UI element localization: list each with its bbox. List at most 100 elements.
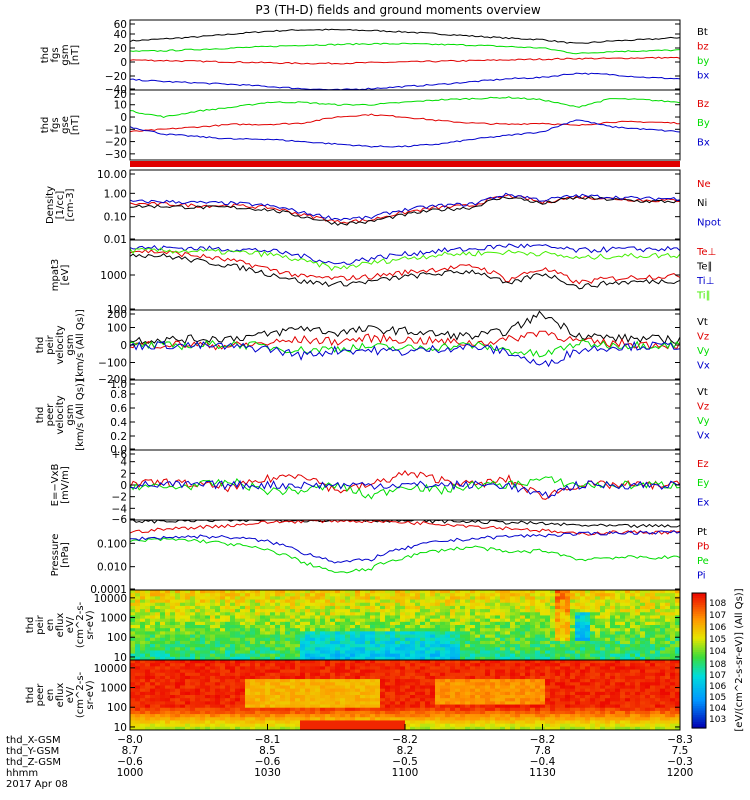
heatmap-cell [325, 631, 331, 636]
heatmap-cell [470, 615, 476, 620]
heatmap-cell [250, 691, 256, 696]
heatmap-cell [560, 609, 566, 613]
heatmap-cell [400, 698, 406, 702]
heatmap-cell [530, 656, 536, 661]
heatmap-cell [415, 726, 421, 731]
heatmap-cell [185, 682, 191, 686]
heatmap-cell [250, 714, 256, 718]
heatmap-cell [385, 669, 391, 674]
heatmap-cell [415, 605, 421, 610]
heatmap-cell [440, 685, 446, 690]
heatmap-cell [545, 666, 551, 671]
heatmap-cell [360, 647, 366, 651]
heatmap-cell [570, 621, 576, 626]
heatmap-cell [255, 602, 261, 607]
heatmap-cell [300, 590, 306, 594]
heatmap-cell [360, 634, 366, 639]
heatmap-cell [285, 663, 291, 667]
heatmap-cell [360, 688, 366, 693]
heatmap-cell [450, 663, 456, 667]
heatmap-cell [510, 695, 516, 699]
heatmap-cell [565, 628, 571, 632]
heatmap-cell [150, 685, 156, 690]
heatmap-cell [440, 663, 446, 667]
heatmap-cell [640, 710, 646, 715]
heatmap-cell [570, 618, 576, 623]
heatmap-cell [275, 612, 281, 616]
heatmap-cell [655, 656, 661, 661]
heatmap-cell [235, 707, 241, 712]
heatmap-cell [280, 682, 286, 686]
heatmap-cell [630, 631, 636, 636]
heatmap-cell [575, 666, 581, 671]
y-tick-label: −40 [105, 84, 127, 96]
heatmap-cell [495, 644, 501, 648]
heatmap-cell [470, 669, 476, 674]
heatmap-cell [550, 615, 556, 620]
heatmap-cell [495, 621, 501, 626]
heatmap-cell [320, 593, 326, 597]
heatmap-cell [290, 695, 296, 699]
heatmap-cell [350, 625, 356, 629]
heatmap-cell [650, 691, 656, 696]
heatmap-cell [535, 710, 541, 715]
heatmap-cell [615, 590, 621, 594]
heatmap-cell [615, 663, 621, 667]
heatmap-cell [235, 714, 241, 718]
heatmap-cell [435, 682, 441, 686]
heatmap-cell [320, 653, 326, 658]
heatmap-cell [200, 625, 206, 629]
y-axis-label-line: thd [25, 617, 36, 634]
heatmap-cell [440, 656, 446, 661]
heatmap-cell [645, 691, 651, 696]
y-axis-label: thd peir en eflux eV/(cm^2-s-sr-eV) [25, 601, 96, 648]
heatmap-cell [385, 723, 391, 728]
heatmap-cell [455, 675, 461, 680]
heatmap-cell [130, 720, 136, 725]
heatmap-cell [495, 628, 501, 632]
heatmap-cell [540, 590, 546, 594]
heatmap-cell [600, 640, 606, 645]
heatmap-cell [160, 628, 166, 632]
heatmap-cell [295, 720, 301, 725]
heatmap-cell [260, 682, 266, 686]
heatmap-cell [595, 663, 601, 667]
heatmap-cell [440, 672, 446, 677]
heatmap-cell [225, 656, 231, 661]
heatmap-cell [305, 679, 311, 683]
heatmap-cell [310, 653, 316, 658]
heatmap-cell [240, 691, 246, 696]
heatmap-cell [145, 634, 151, 639]
heatmap-cell [195, 704, 201, 709]
heatmap-cell [350, 691, 356, 696]
heatmap-cell [545, 682, 551, 686]
heatmap-cell [295, 596, 301, 601]
heatmap-cell [205, 647, 211, 651]
heatmap-cell [220, 710, 226, 715]
heatmap-cell [370, 653, 376, 658]
heatmap-cell [200, 615, 206, 620]
heatmap-cell [575, 682, 581, 686]
legend-entry-Vx: Vx [697, 361, 710, 372]
heatmap-cell [605, 618, 611, 623]
heatmap-cell [630, 653, 636, 658]
heatmap-cell [145, 615, 151, 620]
heatmap-cell [130, 698, 136, 702]
heatmap-cell [300, 599, 306, 604]
heatmap-cell [220, 625, 226, 629]
heatmap-cell [400, 723, 406, 728]
heatmap-cell [490, 637, 496, 642]
heatmap-cell [230, 704, 236, 709]
heatmap-cell [560, 625, 566, 629]
heatmap-cell [330, 704, 336, 709]
heatmap-cell [630, 650, 636, 655]
heatmap-cell [520, 647, 526, 651]
heatmap-cell [405, 679, 411, 683]
heatmap-cell [365, 685, 371, 690]
heatmap-cell [565, 599, 571, 604]
heatmap-cell [525, 717, 531, 721]
heatmap-cell [130, 675, 136, 680]
heatmap-cell [675, 602, 681, 607]
heatmap-cell [195, 717, 201, 721]
heatmap-cell [340, 631, 346, 636]
